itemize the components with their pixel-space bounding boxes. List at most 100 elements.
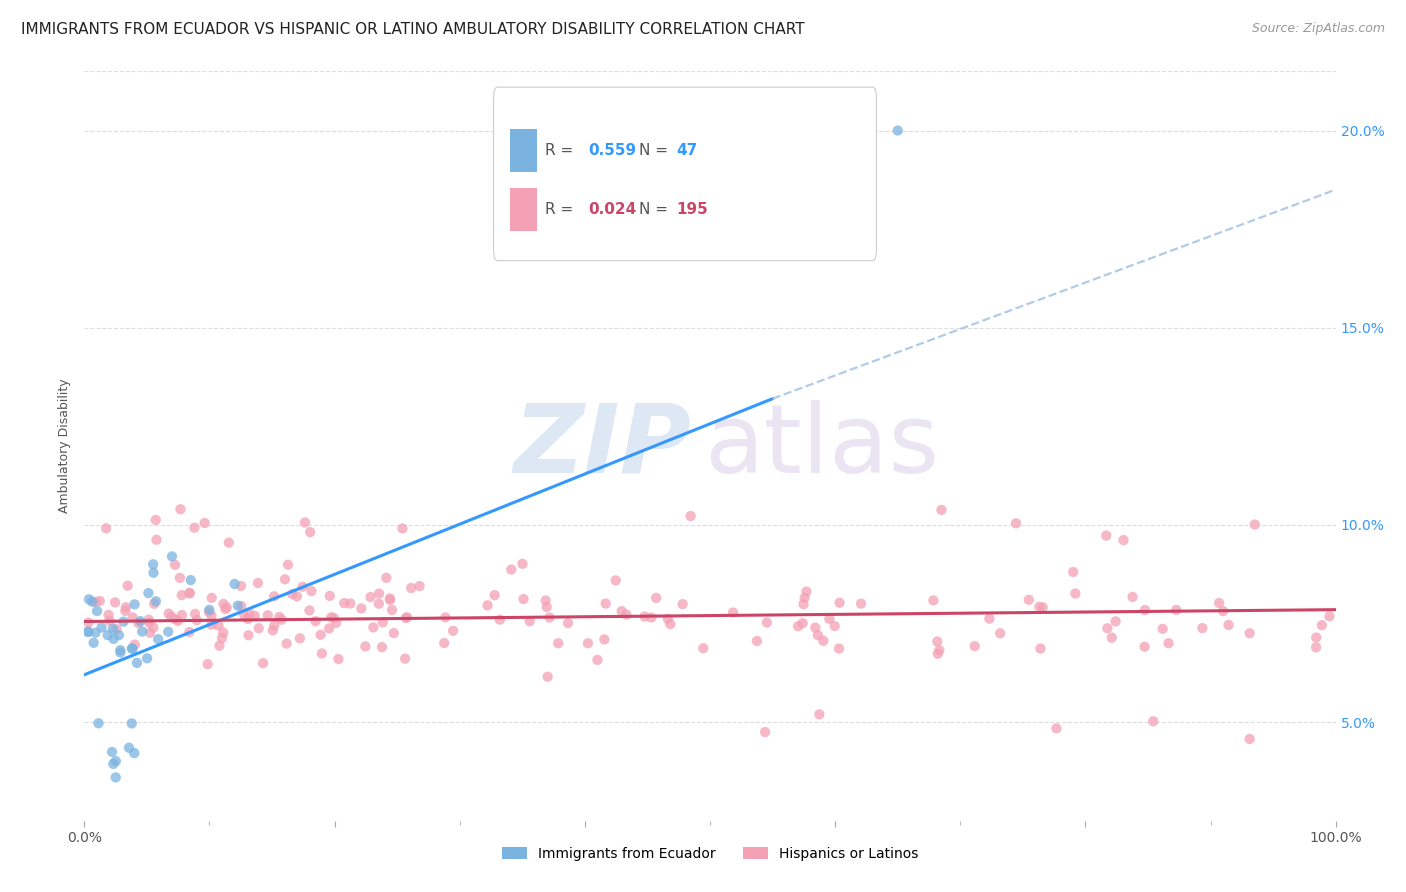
Text: 195: 195 <box>676 202 709 217</box>
Point <box>170 608 193 623</box>
Text: Source: ZipAtlas.com: Source: ZipAtlas.com <box>1251 22 1385 36</box>
Point <box>633 609 655 624</box>
Point <box>576 636 599 650</box>
Point <box>488 613 510 627</box>
Text: R =: R = <box>546 202 578 217</box>
Point <box>110 646 132 660</box>
Point <box>179 586 201 600</box>
Point <box>547 636 569 650</box>
Point <box>136 651 159 665</box>
Point <box>86 604 108 618</box>
Point <box>247 621 270 635</box>
Point <box>745 634 768 648</box>
Point <box>679 509 702 524</box>
Point <box>291 580 314 594</box>
Point <box>804 621 827 635</box>
Point <box>721 606 744 620</box>
Point <box>477 599 499 613</box>
Point <box>339 597 361 611</box>
Point <box>231 599 253 613</box>
Point <box>77 615 100 630</box>
Point <box>277 558 299 572</box>
Text: IMMIGRANTS FROM ECUADOR VS HISPANIC OR LATINO AMBULATORY DISABILITY CORRELATION : IMMIGRANTS FROM ECUADOR VS HISPANIC OR L… <box>21 22 804 37</box>
Point <box>350 601 373 615</box>
Point <box>276 637 298 651</box>
Point <box>110 643 132 657</box>
Point <box>321 610 343 624</box>
Point <box>298 603 321 617</box>
Point <box>538 610 561 624</box>
Point <box>97 628 120 642</box>
Bar <box>510 187 537 231</box>
Text: atlas: atlas <box>704 400 939 492</box>
Point <box>274 572 297 586</box>
Text: N =: N = <box>638 202 672 217</box>
Point <box>84 625 107 640</box>
Point <box>229 579 252 593</box>
Point <box>614 607 637 622</box>
Point <box>104 595 127 609</box>
Point <box>138 615 160 630</box>
Point <box>1032 600 1054 615</box>
Point <box>1045 722 1067 736</box>
Text: N =: N = <box>638 143 672 158</box>
Point <box>281 587 304 601</box>
Point <box>211 631 233 645</box>
Point <box>179 625 201 640</box>
Point <box>963 639 986 653</box>
Point <box>142 621 165 635</box>
Point <box>1142 714 1164 729</box>
Point <box>395 611 418 625</box>
Point <box>198 603 221 617</box>
Point <box>77 592 100 607</box>
Point <box>692 641 714 656</box>
Point <box>1310 618 1333 632</box>
Point <box>125 656 148 670</box>
Point <box>849 597 872 611</box>
Point <box>354 640 377 654</box>
Text: 0.559: 0.559 <box>589 143 637 158</box>
Point <box>381 603 404 617</box>
Point <box>169 571 191 585</box>
Point <box>375 571 398 585</box>
Point <box>131 624 153 639</box>
Point <box>828 641 851 656</box>
Point <box>224 577 246 591</box>
Point <box>157 607 180 621</box>
Point <box>170 588 193 602</box>
Point <box>121 641 143 656</box>
Point <box>1101 631 1123 645</box>
Y-axis label: Ambulatory Disability: Ambulatory Disability <box>58 379 72 513</box>
Text: 47: 47 <box>676 143 697 158</box>
Point <box>233 607 256 622</box>
Point <box>165 612 187 626</box>
Point <box>285 590 308 604</box>
Point <box>931 503 953 517</box>
Point <box>640 610 662 624</box>
FancyBboxPatch shape <box>494 87 876 260</box>
Point <box>672 597 695 611</box>
Point <box>212 625 235 640</box>
Point <box>586 653 609 667</box>
Point <box>1028 599 1050 614</box>
Point <box>262 624 284 638</box>
Point <box>501 563 523 577</box>
Point <box>77 625 100 640</box>
Point <box>536 600 558 615</box>
Point <box>792 616 814 631</box>
Point <box>183 521 205 535</box>
Point <box>512 557 534 571</box>
Point <box>371 615 394 630</box>
Point <box>124 746 146 760</box>
Point <box>1243 517 1265 532</box>
Point <box>104 754 127 768</box>
Point <box>557 615 579 630</box>
Point <box>127 615 149 630</box>
Point <box>657 612 679 626</box>
Point <box>238 607 260 621</box>
Point <box>108 628 131 642</box>
Point <box>807 628 830 642</box>
Point <box>441 624 464 638</box>
Point <box>160 549 183 564</box>
Point <box>197 657 219 672</box>
